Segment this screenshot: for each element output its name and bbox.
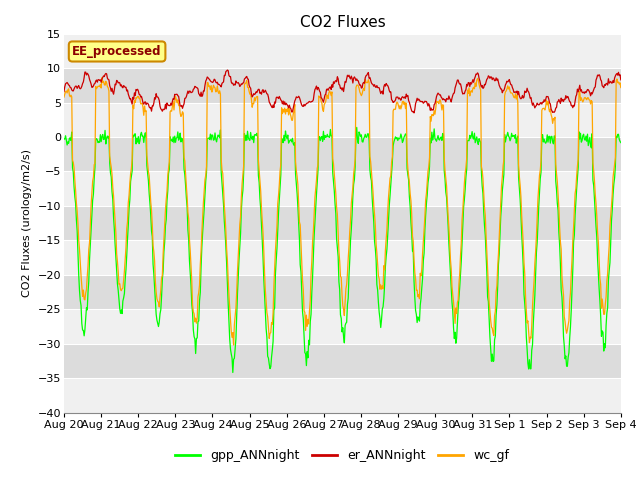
Bar	[64, 310, 621, 344]
Bar	[64, 275, 621, 310]
Bar	[64, 344, 621, 378]
Title: CO2 Fluxes: CO2 Fluxes	[300, 15, 385, 30]
Bar	[64, 171, 621, 206]
Bar	[64, 34, 621, 68]
Text: EE_processed: EE_processed	[72, 45, 162, 58]
Bar	[64, 137, 621, 171]
Legend: gpp_ANNnight, er_ANNnight, wc_gf: gpp_ANNnight, er_ANNnight, wc_gf	[170, 444, 515, 467]
Bar	[64, 68, 621, 103]
Bar	[64, 103, 621, 137]
Bar	[64, 240, 621, 275]
Y-axis label: CO2 Fluxes (urology/m2/s): CO2 Fluxes (urology/m2/s)	[22, 149, 32, 297]
Bar	[64, 378, 621, 413]
Bar	[64, 206, 621, 240]
